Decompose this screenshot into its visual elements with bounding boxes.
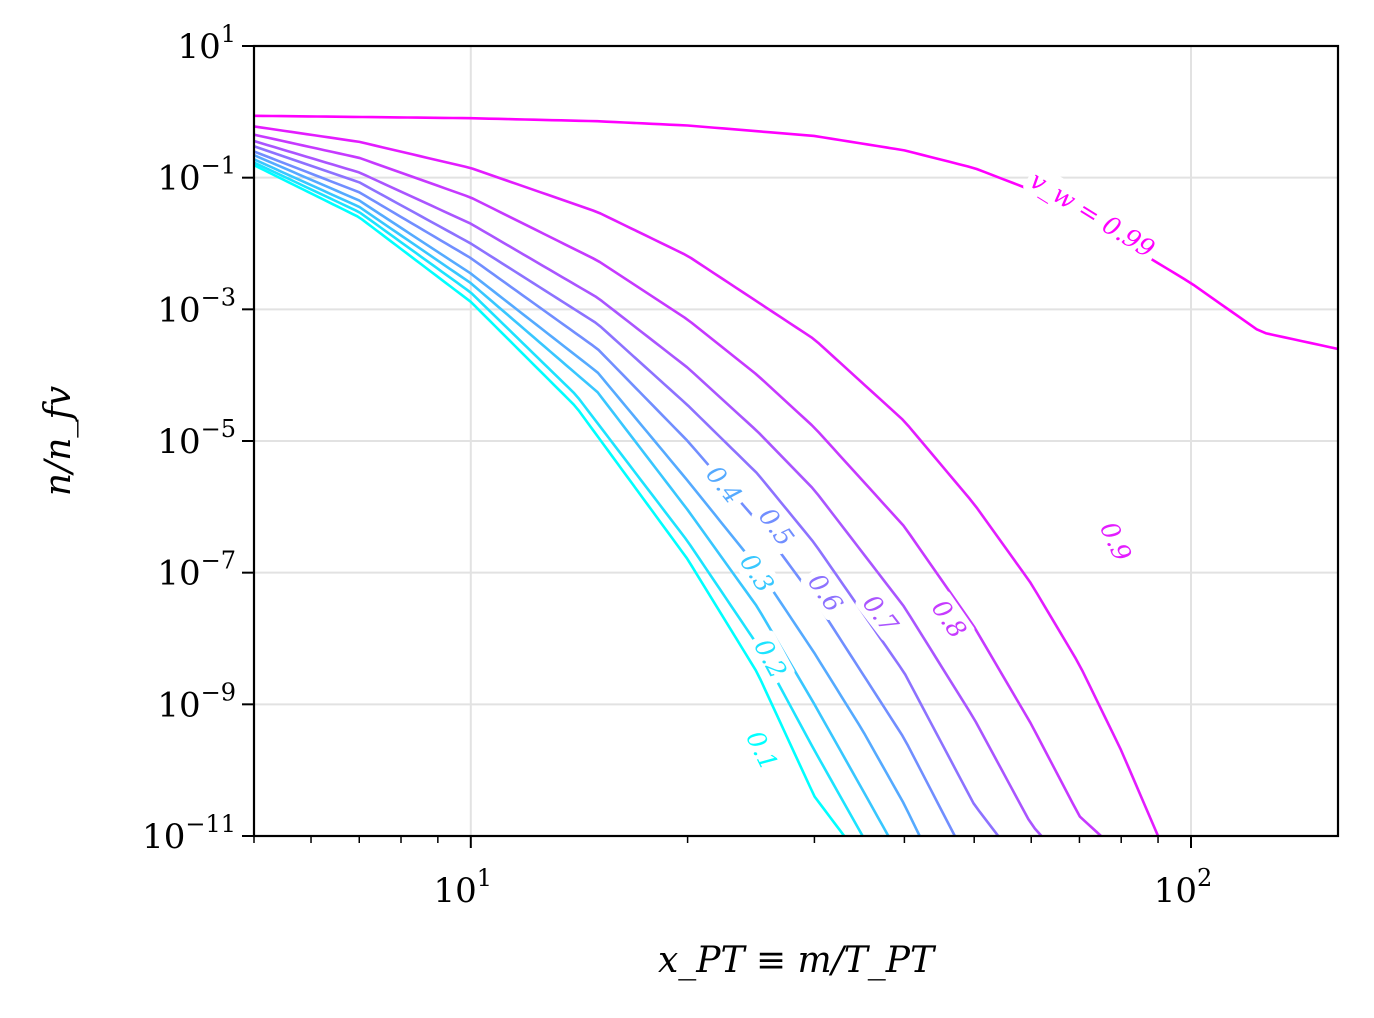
y-tick-label: 101	[177, 20, 236, 67]
curve-0.1	[254, 163, 846, 836]
y-tick-label-exponent: −1	[201, 152, 236, 180]
x-tick-label-exponent: 2	[1197, 864, 1212, 892]
y-tick-label: 10−1	[157, 152, 236, 199]
curve-label-background	[1023, 164, 1162, 265]
y-axis-label: n/n_fv	[38, 386, 79, 496]
curve-label-background	[747, 630, 795, 687]
curve-vw0.99	[254, 114, 1338, 351]
curve-label-background	[751, 499, 803, 555]
x-tick-label: 102	[1154, 864, 1213, 911]
y-tick-label: 10−3	[157, 283, 236, 330]
y-tick-label: 10−7	[157, 547, 236, 594]
curve-label-background	[1093, 513, 1140, 569]
y-tick-label-exponent: −7	[201, 547, 236, 575]
y-tick-label: 10−5	[157, 415, 236, 462]
curve-label-background	[800, 564, 851, 621]
y-tick-label-exponent: −5	[201, 415, 236, 443]
y-tick-label-exponent: −3	[201, 283, 236, 311]
y-tick-label: 10−11	[142, 810, 236, 857]
curve-label-background	[855, 586, 907, 641]
curve-label-background	[698, 457, 751, 512]
x-tick-label: 101	[434, 864, 493, 911]
curve-0.8	[254, 133, 1102, 836]
curve-0.4	[254, 153, 921, 836]
curve-0.7	[254, 139, 1043, 836]
curve-0.9	[254, 125, 1160, 836]
y-tick-label: 10−9	[157, 678, 236, 725]
y-tick-label-exponent: −9	[201, 678, 236, 706]
y-tick-label-exponent: 1	[221, 20, 236, 48]
curve-label-background	[739, 722, 786, 778]
y-tick-label-exponent: −11	[185, 810, 236, 838]
curve-label-background	[732, 545, 783, 601]
curve-label-background	[924, 591, 975, 647]
curve-0.5	[254, 150, 956, 836]
ticks	[242, 45, 1192, 848]
x-axis-label: x_PT ≡ m/T_PT	[658, 940, 937, 981]
x-tick-label-exponent: 1	[477, 864, 492, 892]
